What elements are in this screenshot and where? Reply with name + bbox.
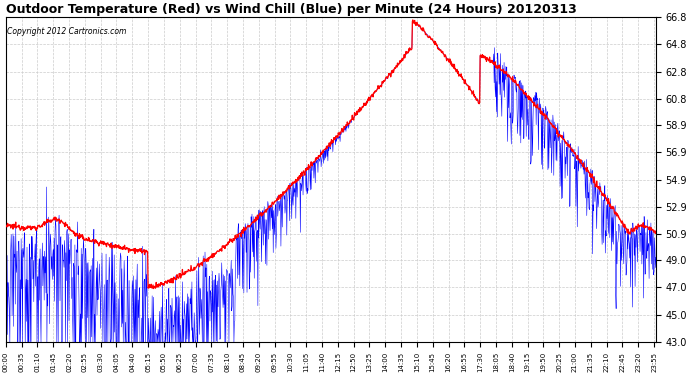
Text: Copyright 2012 Cartronics.com: Copyright 2012 Cartronics.com: [7, 27, 126, 36]
Text: Outdoor Temperature (Red) vs Wind Chill (Blue) per Minute (24 Hours) 20120313: Outdoor Temperature (Red) vs Wind Chill …: [6, 3, 577, 16]
